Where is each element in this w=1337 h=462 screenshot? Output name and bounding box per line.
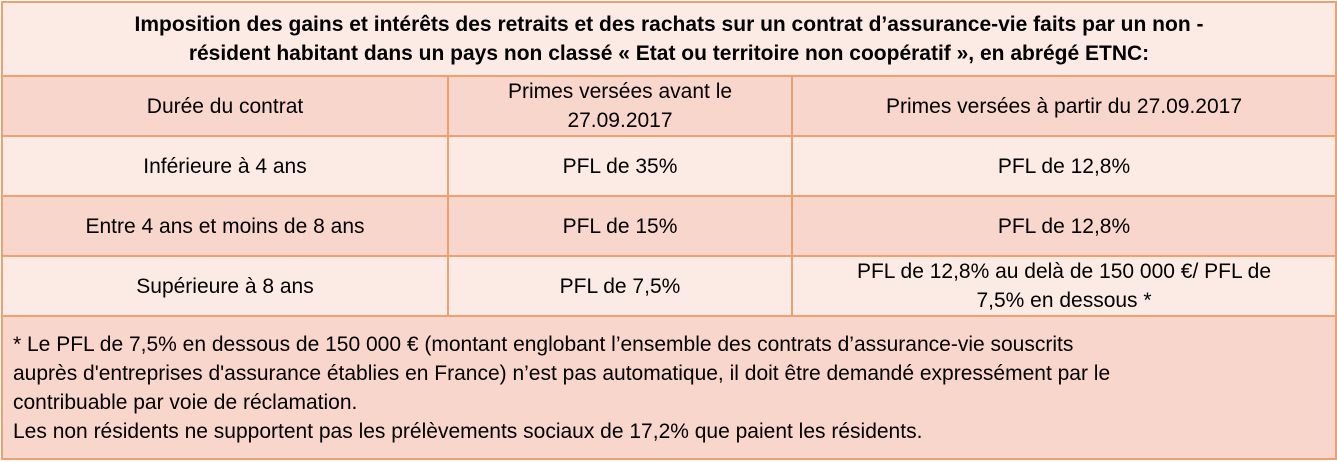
title-row: Imposition des gains et intérêts des ret…: [0, 1, 1337, 77]
row-before: PFL de 7,5%: [447, 255, 793, 317]
header-before-line-1: Primes versées avant le: [507, 80, 733, 103]
footnote: * Le PFL de 7,5% en dessous de 150 000 €…: [0, 315, 1337, 460]
row-after-line-1: PFL de 12,8%: [997, 214, 1131, 238]
row-duration: Inférieure à 4 ans: [1, 135, 449, 197]
header-before-line-2: 27.09.2017: [567, 109, 673, 132]
header-row: Durée du contrat Primes versées avant le…: [1, 75, 1337, 137]
title-line-2: résident habitant dans un pays non class…: [188, 42, 1150, 65]
row-before: PFL de 35%: [447, 135, 793, 197]
footnote-line-1: * Le PFL de 7,5% en dessous de 150 000 €…: [13, 332, 1074, 356]
note-row: * Le PFL de 7,5% en dessous de 150 000 €…: [0, 315, 1337, 460]
row-duration: Entre 4 ans et moins de 8 ans: [1, 195, 449, 257]
row-duration: Supérieure à 8 ans: [1, 255, 449, 317]
header-duration: Durée du contrat: [1, 75, 449, 137]
footnote-line-3: contribuable par voie de réclamation.: [13, 390, 358, 414]
row-after: PFL de 12,8%: [790, 195, 1337, 257]
header-after: Primes versées à partir du 27.09.2017: [790, 75, 1337, 137]
row-after-line-1: PFL de 12,8% au delà de 150 000 €/ PFL d…: [856, 260, 1272, 283]
table-row: Supérieure à 8 ans PFL de 7,5% PFL de 12…: [1, 255, 1337, 317]
header-before: Primes versées avant le 27.09.2017: [447, 75, 793, 137]
row-before: PFL de 15%: [447, 195, 793, 257]
row-after: PFL de 12,8%: [790, 135, 1337, 197]
table-row: Inférieure à 4 ans PFL de 35% PFL de 12,…: [1, 135, 1337, 197]
table-row: Entre 4 ans et moins de 8 ans PFL de 15%…: [1, 195, 1337, 257]
row-after: PFL de 12,8% au delà de 150 000 €/ PFL d…: [790, 255, 1337, 317]
table-title: Imposition des gains et intérêts des ret…: [0, 1, 1337, 77]
row-after-line-2: 7,5% en dessous *: [976, 289, 1152, 312]
footnote-line-4: Les non résidents ne supportent pas les …: [13, 419, 923, 443]
footnote-line-2: auprès d'entreprises d'assurance établie…: [13, 361, 1111, 385]
row-after-line-1: PFL de 12,8%: [997, 154, 1131, 178]
title-line-1: Imposition des gains et intérêts des ret…: [134, 13, 1204, 36]
